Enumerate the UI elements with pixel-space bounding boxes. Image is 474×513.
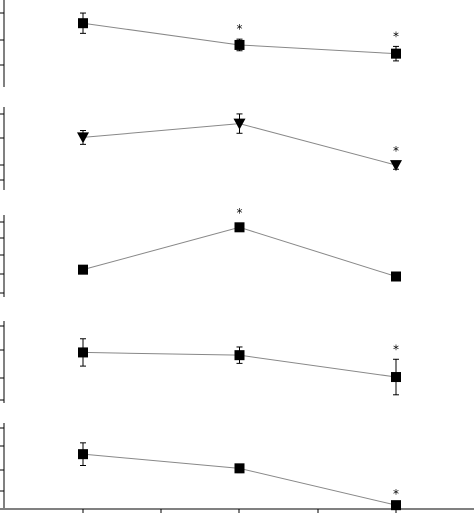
panel-1-significance-2: * [237,22,243,36]
panel-5-point-3 [391,500,401,511]
panel-4-point-1 [78,347,88,358]
panel-2-point-1 [77,132,89,144]
panel-4-point-3 [391,372,401,383]
panel-3-significance-2: * [237,206,243,220]
panel-3-series-line [82,226,397,277]
panel-1-point-2 [234,39,245,50]
panel-1-point-3 [391,48,401,59]
panel-3-point-2 [234,222,245,233]
panel-1-point-1 [78,18,88,29]
panel-2-point-3 [390,160,402,172]
panel-5-series-line [82,453,397,506]
panel-5-point-1 [78,449,88,460]
panel-4-significance-3: * [393,342,399,356]
panel-2-significance-3: * [393,144,399,158]
panel-2-point-2 [233,118,246,130]
panel-5-point-2 [234,463,245,474]
panel-3-point-1 [78,264,88,275]
panel-5-significance-3: * [393,487,399,501]
panel-3-point-3 [391,271,401,282]
panel-4-point-2 [234,350,245,361]
panel-1-significance-3: * [393,29,399,43]
